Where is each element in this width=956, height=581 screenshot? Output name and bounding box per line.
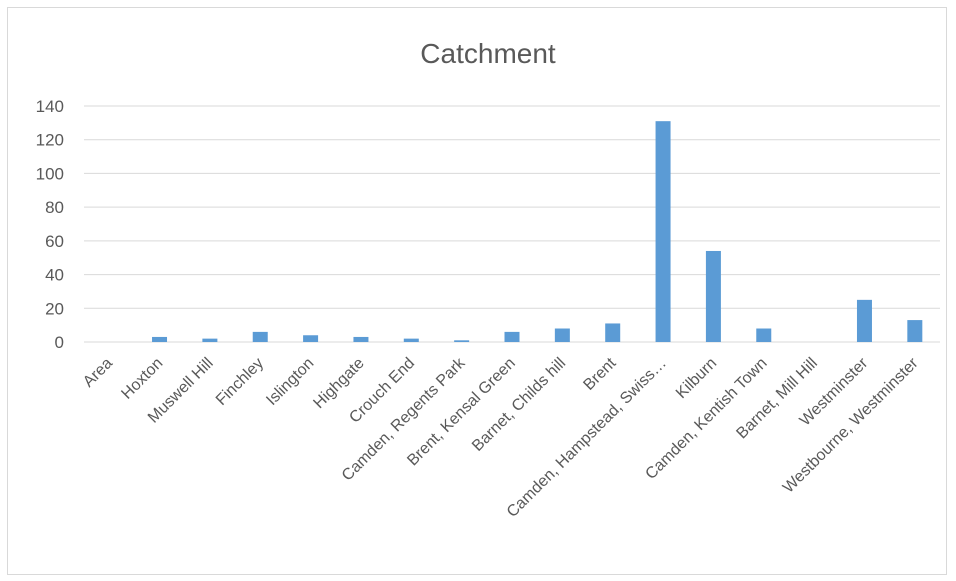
chart-title: Catchment	[420, 38, 556, 69]
bar	[554, 328, 570, 342]
y-tick-label: 40	[45, 266, 64, 285]
bar	[856, 299, 872, 342]
y-tick-label: 120	[36, 131, 64, 150]
y-tick-label: 20	[45, 299, 64, 318]
x-tick-label: Hoxton	[118, 355, 166, 403]
chart-frame: Catchment 0 20 40 60 80 100 120 140 Area Hoxton M…	[7, 7, 947, 575]
bar	[655, 121, 671, 343]
bar	[504, 331, 520, 342]
x-tick-label: Finchley	[213, 355, 267, 409]
bar	[303, 335, 319, 342]
bar	[454, 340, 470, 342]
x-tick-label: Barnet, Childs hill	[469, 355, 569, 455]
y-tick-label: 0	[55, 333, 64, 352]
bar	[756, 328, 772, 342]
bar	[705, 250, 721, 342]
y-tick-label: 140	[36, 97, 64, 116]
gridlines	[84, 105, 940, 343]
bar	[152, 336, 168, 342]
y-tick-label: 60	[45, 232, 64, 251]
bar	[403, 338, 419, 342]
y-tick-label: 100	[36, 164, 64, 183]
bar	[252, 331, 268, 342]
bar	[353, 336, 369, 342]
bar-chart: Catchment 0 20 40 60 80 100 120 140 Area HoxtonM…	[36, 38, 940, 521]
x-tick-label: Kilburn	[673, 355, 720, 402]
bar	[605, 323, 621, 342]
x-tick-label: Brent	[580, 354, 619, 393]
y-tick-label: 80	[45, 198, 64, 217]
x-tick-label: Area	[80, 355, 116, 391]
x-tick-label: Islington	[263, 355, 317, 409]
bars	[152, 121, 923, 343]
bar	[202, 338, 218, 342]
y-axis-ticks: 0 20 40 60 80 100 120 140	[36, 97, 64, 352]
bar	[907, 320, 923, 342]
